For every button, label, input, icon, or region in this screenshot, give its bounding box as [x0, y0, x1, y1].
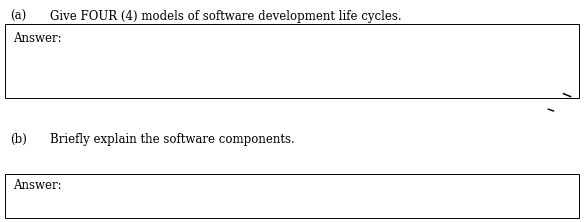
Text: Give FOUR (4) models of software development life cycles.: Give FOUR (4) models of software develop… — [50, 10, 402, 23]
Text: Briefly explain the software components.: Briefly explain the software components. — [50, 133, 295, 146]
Text: Answer:: Answer: — [13, 179, 62, 192]
Text: (b): (b) — [11, 133, 28, 146]
Text: Answer:: Answer: — [13, 32, 62, 45]
Bar — [5, 24, 579, 98]
Text: (a): (a) — [11, 10, 27, 23]
Bar — [5, 174, 579, 218]
